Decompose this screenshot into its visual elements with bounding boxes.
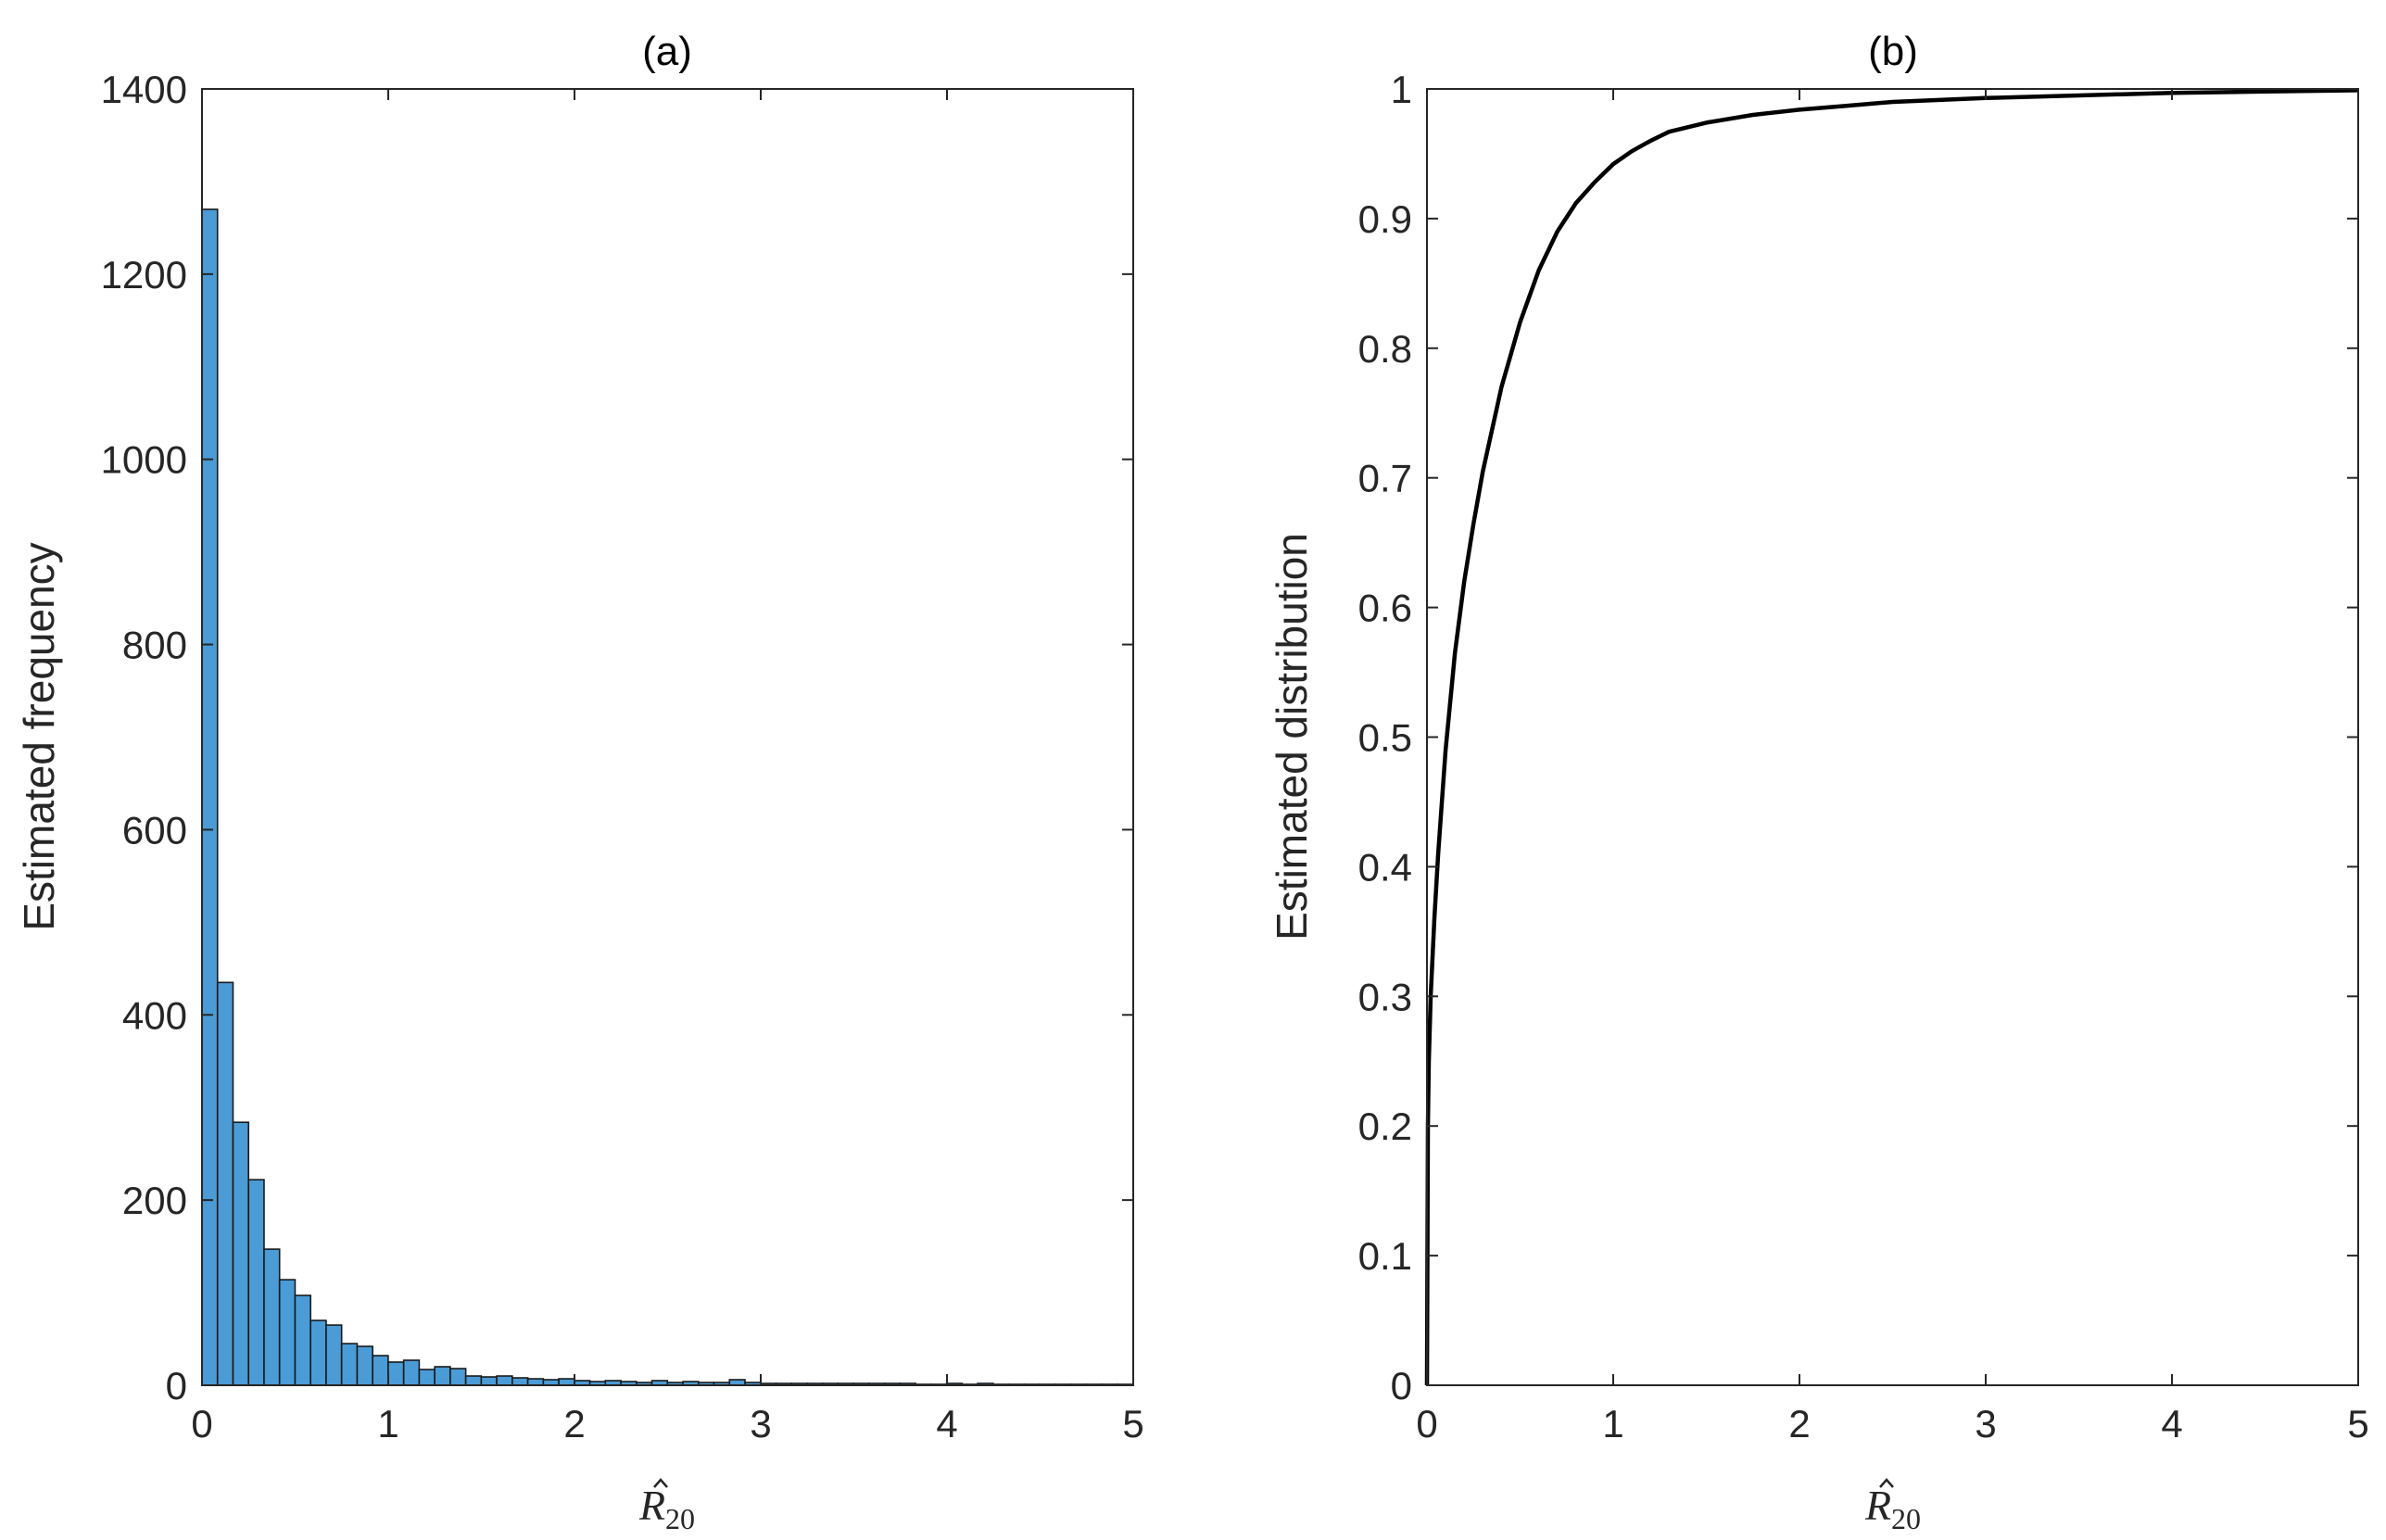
histogram-y-tick-label: 1400 [101,68,187,111]
histogram-y-tick-label: 0 [166,1364,187,1407]
distribution-x-tick-label: 4 [2161,1402,2182,1445]
distribution-y-axis-title: Estimated distribution [1268,533,1316,940]
histogram-x-axis-hat [653,1478,668,1488]
distribution-y-ticks: 0 0.1 0.2 0.3 0.4 0.5 0.6 0.7 0.8 0.9 1 [1358,68,2358,1407]
histogram-x-axis-title: R20 [638,1478,695,1535]
histogram-bar [372,1355,389,1386]
histogram-y-axis-title: Estimated frequency [15,542,63,930]
distribution-y-tick-label: 0.3 [1358,975,1412,1018]
histogram-bar [340,1343,359,1386]
histogram-bar [418,1369,436,1386]
histogram-x-ticks: 0 1 2 3 4 5 [191,89,1144,1445]
distribution-plot-area [1427,89,2358,1385]
histogram-bar [247,1179,265,1386]
histogram-plot-area [202,89,1133,1385]
histogram-y-tick-label: 1200 [101,253,187,297]
histogram-x-tick-label: 1 [377,1402,398,1445]
histogram-x-axis-symbol: R [638,1482,665,1529]
distribution-x-ticks: 0 1 2 3 4 5 [1416,89,2369,1445]
histogram-bar [263,1248,281,1386]
histogram-bar [464,1375,483,1386]
distribution-y-tick-label: 1 [1391,68,1412,111]
distribution-y-tick-label: 0 [1391,1364,1412,1407]
histogram-bar [201,208,219,1386]
histogram-bar [216,981,234,1386]
histogram-bar [558,1378,575,1386]
histogram-y-tick-label: 600 [122,808,187,852]
distribution-y-tick-label: 0.8 [1358,327,1412,371]
distribution-x-axis-title: R20 [1864,1478,1921,1535]
histogram-bar [278,1279,297,1386]
distribution-y-tick-label: 0.5 [1358,716,1412,760]
histogram-bar [511,1377,529,1386]
histogram-bar [449,1368,467,1386]
distribution-y-tick-label: 0.2 [1358,1105,1412,1148]
histogram-y-tick-label: 400 [122,993,187,1037]
histogram-bars [201,208,1134,1386]
histogram-axes-box [201,88,1134,1386]
distribution-x-axis-symbol: R [1864,1482,1891,1529]
distribution-x-tick-label: 5 [2347,1402,2368,1445]
histogram-bar [294,1294,312,1386]
distribution-y-tick-label: 0.6 [1358,587,1412,630]
histogram-bar [387,1361,405,1386]
distribution-title: (b) [1868,29,1918,74]
distribution-x-tick-label: 0 [1416,1402,1437,1445]
distribution-y-tick-label: 0.9 [1358,197,1412,241]
distribution-y-tick-label: 0.4 [1358,845,1412,889]
histogram-x-tick-label: 5 [1122,1402,1143,1445]
histogram-x-tick-label: 3 [750,1402,771,1445]
histogram-x-tick-label: 0 [191,1402,212,1445]
histogram-bar [356,1345,373,1386]
distribution-x-tick-label: 3 [1975,1402,1996,1445]
distribution-x-axis-hat [1879,1478,1894,1488]
histogram-x-axis-subscript: 20 [665,1502,695,1535]
svg-text:R20: R20 [638,1482,695,1535]
histogram-panel: 0 1 2 3 4 5 0 200 400 600 800 1000 1200 1400 (a) Est… [15,29,1144,1535]
histogram-x-tick-label: 4 [936,1402,957,1445]
histogram-bar [496,1375,513,1386]
histogram-bar [434,1366,451,1386]
distribution-panel: 0 1 2 3 4 5 0 0.1 0.2 0.3 0.4 0.5 0.6 0.7 0.8 0.9 1 (b)… [1268,29,2369,1535]
histogram-title: (a) [642,29,692,74]
distribution-y-tick-label: 0.1 [1358,1234,1412,1278]
histogram-bar [325,1324,343,1386]
distribution-x-tick-label: 2 [1788,1402,1810,1445]
histogram-bar [232,1121,250,1386]
svg-text:R20: R20 [1864,1482,1921,1535]
histogram-x-tick-label: 2 [563,1402,585,1445]
distribution-x-tick-label: 1 [1602,1402,1623,1445]
histogram-bar [480,1376,498,1386]
histogram-y-tick-label: 200 [122,1179,187,1222]
distribution-y-tick-label: 0.7 [1358,457,1412,500]
histogram-y-tick-label: 1000 [101,438,187,482]
histogram-bar [526,1378,545,1386]
distribution-curve [1424,88,2359,1386]
histogram-y-tick-label: 800 [122,624,187,667]
distribution-x-axis-subscript: 20 [1891,1502,1921,1535]
histogram-bar [309,1319,327,1386]
histogram-bar [402,1359,421,1386]
histogram-y-ticks: 0 200 400 600 800 1000 1200 1400 [101,68,1133,1407]
